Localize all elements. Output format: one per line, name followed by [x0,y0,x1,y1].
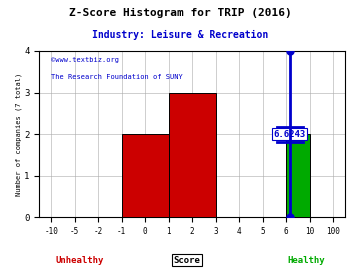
Text: ©www.textbiz.org: ©www.textbiz.org [51,57,120,63]
Text: Score: Score [174,256,201,265]
Text: 6.6243: 6.6243 [274,130,306,139]
Bar [122,134,169,217]
Text: Industry: Leisure & Recreation: Industry: Leisure & Recreation [92,30,268,40]
Bar [169,93,216,217]
Text: Healthy: Healthy [287,256,325,265]
Text: Unhealthy: Unhealthy [55,256,103,265]
Text: Z-Score Histogram for TRIP (2016): Z-Score Histogram for TRIP (2016) [69,8,291,18]
Bar [286,134,310,217]
Text: The Research Foundation of SUNY: The Research Foundation of SUNY [51,74,183,80]
Y-axis label: Number of companies (7 total): Number of companies (7 total) [15,73,22,196]
